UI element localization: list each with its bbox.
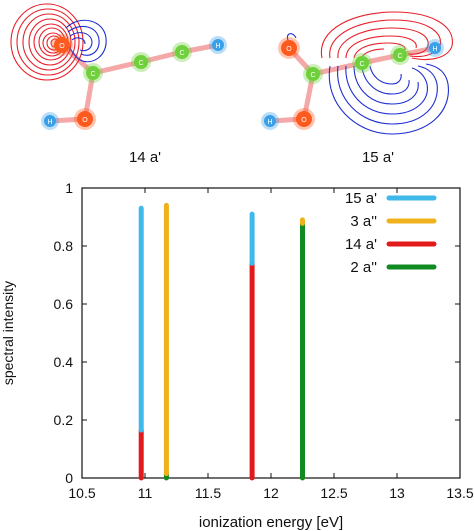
atom-h1: H <box>209 36 227 54</box>
atom-h2: H <box>261 112 279 130</box>
legend-entry: 15 a' <box>345 190 437 207</box>
atom-label: C <box>179 50 184 57</box>
atom-c1: C <box>83 63 103 83</box>
atoms-layer: O C C C H O H O C C C H O H <box>41 34 444 130</box>
atom-o1: O <box>51 34 73 56</box>
atom-o1: O <box>278 37 300 59</box>
y-tick-label: 0.4 <box>54 354 74 370</box>
atom-label: C <box>397 53 402 60</box>
x-tick-label: 13.5 <box>446 485 473 501</box>
y-axis-label: spectral intensity <box>0 281 16 385</box>
atom-label: O <box>59 43 65 50</box>
atom-label: H <box>47 119 52 126</box>
orbital-14a-plot <box>10 3 221 124</box>
legend-label: 3 a'' <box>350 213 377 230</box>
atom-label: C <box>90 71 95 78</box>
atom-c2: C <box>352 53 372 73</box>
atom-label: H <box>215 43 220 50</box>
x-tick-label: 11 <box>138 485 153 501</box>
y-tick-label: 1 <box>65 180 73 196</box>
x-tick-label: 10.5 <box>68 485 95 501</box>
legend-label: 2 a'' <box>350 259 377 276</box>
x-tick-label: 12 <box>263 485 279 501</box>
atom-c1: C <box>303 64 323 84</box>
orbital-panel: O C C C H O H O C C C H O H 14 a' 15 a' <box>10 3 453 166</box>
atom-c3: C <box>390 45 410 65</box>
atom-h2: H <box>41 112 59 130</box>
atom-label: C <box>138 60 143 67</box>
y-tick-label: 0.2 <box>54 412 74 428</box>
legend: 15 a' 3 a'' 14 a' 2 a'' <box>345 190 437 276</box>
atom-label: C <box>359 61 364 68</box>
atom-label: H <box>432 46 437 53</box>
atom-h1: H <box>426 39 444 57</box>
orbital-caption-1: 14 a' <box>129 149 161 166</box>
plot-frame <box>81 187 461 479</box>
x-tick-label: 11.5 <box>195 485 221 501</box>
y-tick-label: 0.6 <box>54 296 74 312</box>
negative-lobe-contours <box>286 33 449 135</box>
legend-entry: 3 a'' <box>350 213 437 230</box>
atom-o2: O <box>293 108 315 130</box>
x-tick-label: 13 <box>389 485 405 501</box>
axis-ticks: 10.5 11 11.5 12 12.5 13 13.5 0 0.2 0.4 0.6 0.8 1 <box>54 180 474 501</box>
atom-c3: C <box>172 42 192 62</box>
atom-label: H <box>267 119 272 126</box>
positive-lobe-contours <box>282 11 453 61</box>
legend-label: 14 a' <box>345 236 377 253</box>
positive-lobe-contours <box>10 3 84 81</box>
y-tick-label: 0.8 <box>54 238 74 254</box>
legend-entry: 2 a'' <box>350 259 437 276</box>
x-tick-label: 12.5 <box>320 485 347 501</box>
atom-label: O <box>82 117 88 124</box>
legend-entry: 14 a' <box>345 236 437 253</box>
spectral-lines <box>138 202 305 481</box>
atom-label: O <box>301 117 307 124</box>
spectrum-chart: 10.5 11 11.5 12 12.5 13 13.5 0 0.2 0.4 0.6 0.8 1 15 … <box>0 180 474 531</box>
atom-c2: C <box>131 52 151 72</box>
atom-label: O <box>286 46 292 53</box>
x-axis-label: ionization energy [eV] <box>199 514 343 531</box>
atom-label: C <box>310 72 315 79</box>
y-tick-label: 0 <box>65 470 73 486</box>
legend-label: 15 a' <box>345 190 377 207</box>
bond-lines <box>267 45 438 124</box>
orbital-caption-2: 15 a' <box>362 149 394 166</box>
atom-o2: O <box>74 108 96 130</box>
